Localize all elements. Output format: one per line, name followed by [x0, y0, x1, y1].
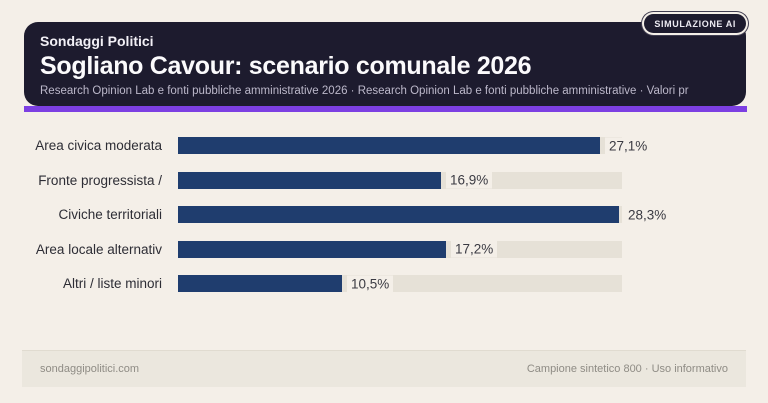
bar-chart: Area civica moderata 27,1% Fronte progress… [24, 137, 744, 310]
site-kicker: Sondaggi Politici [40, 33, 154, 49]
accent-divider [24, 106, 747, 112]
bar [178, 275, 342, 292]
footer-bar: sondaggipolitici.com Campione sintetico … [22, 350, 746, 387]
bar [178, 137, 600, 154]
header-card: Sondaggi Politici Sogliano Cavour: scena… [24, 22, 746, 106]
chart-row: Civiche territoriali 28,3% [24, 206, 744, 223]
value-label: 17,2% [451, 240, 498, 258]
bar [178, 171, 441, 189]
footer-site-url: sondaggipolitici.com [40, 363, 140, 375]
page-subtitle: Research Opinion Lab e fonti pubbliche a… [40, 85, 689, 97]
footer-sample-note: Campione sintetico 800 · Uso informativo [526, 363, 728, 375]
value-label: 10,5% [347, 275, 394, 292]
chart-row: Fronte progressista / 16,9% [24, 171, 744, 189]
category-label: Area locale alternativ [35, 241, 162, 257]
value-label: 28,3% [624, 206, 671, 223]
value-label: 16,9% [446, 171, 493, 189]
bar-area: 27,1% [178, 137, 652, 154]
page-title: Sogliano Cavour: scenario comunale 2026 [40, 52, 532, 80]
category-label: Civiche territoriali [58, 207, 162, 222]
value-label: 27,1% [605, 137, 652, 154]
chart-row: Area locale alternativ 17,2% [24, 240, 744, 258]
bar [178, 206, 619, 223]
bar-area: 28,3% [178, 206, 671, 223]
bar-area: 17,2% [178, 240, 622, 258]
bar-area: 16,9% [178, 171, 622, 189]
category-label: Fronte progressista / [38, 172, 162, 188]
simulation-ai-badge: SIMULAZIONE AI [644, 14, 746, 33]
category-label: Altri / liste minori [62, 276, 162, 291]
bar-area: 10,5% [178, 275, 622, 292]
bar [178, 240, 446, 258]
category-label: Area civica moderata [35, 138, 162, 153]
chart-row: Area civica moderata 27,1% [24, 137, 744, 154]
chart-row: Altri / liste minori 10,5% [24, 275, 744, 292]
